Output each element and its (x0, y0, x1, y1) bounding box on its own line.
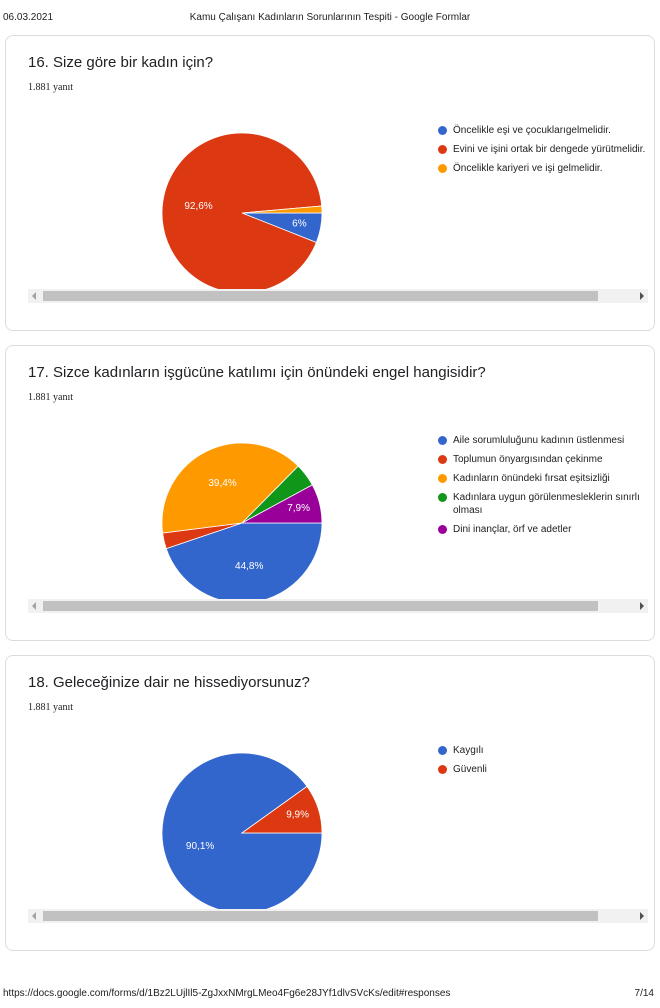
legend-label: Kadınlara uygun görülenmesleklerin sınır… (453, 492, 640, 516)
chart-legend: Aile sorumluluğunu kadının üstlenmesi Top… (438, 434, 653, 542)
legend-dot-icon (438, 525, 447, 534)
legend-item: Güvenli (438, 763, 653, 776)
scroll-left-arrow-icon[interactable] (32, 912, 36, 920)
horizontal-scrollbar[interactable] (28, 599, 648, 613)
scroll-thumb[interactable] (43, 601, 598, 611)
pie-data-label: 9,9% (286, 810, 309, 821)
print-header: 06.03.2021 Kamu Çalışanı Kadınların Soru… (0, 0, 660, 26)
question-title: 18. Geleceğinize dair ne hissediyorsunuz… (28, 674, 310, 691)
legend-item: Öncelikle eşi ve çocuklarıgelmelidir. (438, 124, 653, 137)
legend-dot-icon (438, 455, 447, 464)
pie-chart: 90,1% 9,9% (161, 752, 323, 914)
legend-label: Aile sorumluluğunu kadının üstlenmesi (453, 435, 625, 446)
pie-slice (161, 132, 323, 294)
legend-label: Öncelikle eşi ve çocuklarıgelmelidir. (453, 125, 611, 136)
response-count: 1.881 yanıt (28, 702, 73, 713)
print-title: Kamu Çalışanı Kadınların Sorunlarının Te… (189, 12, 471, 23)
legend-item: Kaygılı (438, 744, 653, 757)
legend-item: Aile sorumluluğunu kadının üstlenmesi (438, 434, 653, 447)
legend-item: Kadınlara uygun görülenmesleklerin sınır… (438, 491, 653, 517)
print-footer: https://docs.google.com/forms/d/1Bz2LUjl… (0, 986, 660, 1004)
pie-slice (161, 442, 299, 534)
legend-item: Dini inançlar, örf ve adetler (438, 523, 653, 536)
pie-chart: 44,8% 39,4% 7,9% (161, 442, 323, 604)
scroll-right-arrow-icon[interactable] (640, 292, 644, 300)
legend-dot-icon (438, 126, 447, 135)
scroll-thumb[interactable] (43, 291, 598, 301)
scroll-right-arrow-icon[interactable] (640, 602, 644, 610)
legend-dot-icon (438, 145, 447, 154)
legend-item: Evini ve işini ortak bir dengede yürütme… (438, 143, 653, 156)
pie-data-label: 44,8% (235, 561, 263, 572)
print-page-number: 7/14 (634, 988, 654, 999)
question-card-18: 18. Geleceğinize dair ne hissediyorsunuz… (5, 655, 655, 951)
legend-item: Toplumun önyargısından çekinme (438, 453, 653, 466)
print-url: https://docs.google.com/forms/d/1Bz2LUjl… (3, 988, 451, 999)
pie-data-label: 92,6% (184, 201, 212, 212)
legend-item: Kadınların önündeki fırsat eşitsizliği (438, 472, 653, 485)
question-card-16: 16. Size göre bir kadın için? 1.881 yanı… (5, 35, 655, 331)
legend-item: Öncelikle kariyeri ve işi gelmelidir. (438, 162, 653, 175)
scroll-thumb[interactable] (43, 911, 598, 921)
pie-data-label: 90,1% (186, 841, 214, 852)
pie-chart: 6% 92,6% (161, 132, 323, 294)
question-card-17: 17. Sizce kadınların işgücüne katılımı i… (5, 345, 655, 641)
legend-dot-icon (438, 436, 447, 445)
chart-legend: Kaygılı Güvenli (438, 744, 653, 782)
legend-dot-icon (438, 164, 447, 173)
legend-label: Kadınların önündeki fırsat eşitsizliği (453, 473, 610, 484)
horizontal-scrollbar[interactable] (28, 909, 648, 923)
pie-data-label: 39,4% (208, 478, 236, 489)
legend-label: Evini ve işini ortak bir dengede yürütme… (453, 144, 646, 155)
pie-data-label: 7,9% (287, 503, 310, 514)
scroll-right-arrow-icon[interactable] (640, 912, 644, 920)
print-date: 06.03.2021 (3, 12, 54, 23)
legend-label: Güvenli (453, 764, 487, 775)
pie-slice (241, 205, 323, 214)
legend-label: Toplumun önyargısından çekinme (453, 454, 603, 465)
legend-label: Dini inançlar, örf ve adetler (453, 524, 572, 535)
legend-label: Kaygılı (453, 745, 484, 756)
scroll-left-arrow-icon[interactable] (32, 602, 36, 610)
question-title: 17. Sizce kadınların işgücüne katılımı i… (28, 364, 486, 381)
scroll-left-arrow-icon[interactable] (32, 292, 36, 300)
pie-data-label: 6% (292, 218, 307, 229)
question-title: 16. Size göre bir kadın için? (28, 54, 214, 71)
legend-dot-icon (438, 765, 447, 774)
response-count: 1.881 yanıt (28, 392, 73, 403)
chart-legend: Öncelikle eşi ve çocuklarıgelmelidir. Evi… (438, 124, 653, 181)
pie-slice (241, 484, 323, 524)
legend-dot-icon (438, 493, 447, 502)
legend-dot-icon (438, 746, 447, 755)
legend-label: Öncelikle kariyeri ve işi gelmelidir. (453, 163, 603, 174)
legend-dot-icon (438, 474, 447, 483)
pie-slice (240, 785, 323, 834)
horizontal-scrollbar[interactable] (28, 289, 648, 303)
response-count: 1.881 yanıt (28, 82, 73, 93)
